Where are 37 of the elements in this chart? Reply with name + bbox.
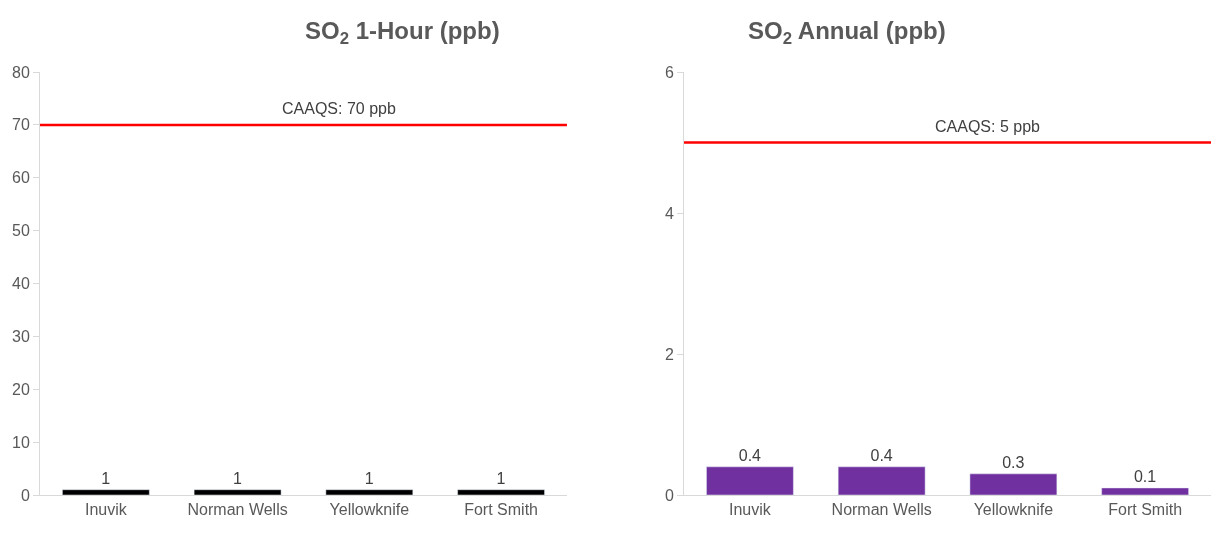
x-tick-label: Norman Wells (831, 501, 932, 519)
bar (706, 466, 794, 495)
data-label: 1 (101, 469, 111, 487)
x-tick-label: Yellowknife (329, 501, 410, 519)
chart-title: SO$_{2}$ 1-Hour (ppb) (305, 17, 500, 49)
y-tick-label: 60 (12, 169, 30, 187)
x-tick-label: Inuvik (729, 501, 772, 519)
data-label: 0.4 (870, 446, 893, 464)
y-tick-label: 10 (12, 433, 30, 451)
x-tick-label: Norman Wells (187, 501, 288, 519)
x-tick-label: Fort Smith (464, 501, 538, 519)
data-label: 1 (496, 469, 506, 487)
x-tick-label: Fort Smith (1108, 501, 1183, 519)
ref-line-label: CAAQS: 5 ppb (935, 118, 1041, 135)
data-label: 0.1 (1133, 467, 1157, 485)
data-label: 1 (233, 469, 243, 487)
y-tick-label: 80 (12, 63, 30, 81)
y-tick-label: 2 (664, 345, 674, 363)
y-tick-label: 70 (12, 116, 30, 134)
chart-title: SO$_{2}$ Annual (ppb) (748, 17, 946, 49)
y-tick-label: 4 (664, 204, 674, 222)
y-tick-label: 0 (664, 486, 674, 504)
x-tick-label: Yellowknife (973, 501, 1054, 519)
y-tick-label: 6 (664, 63, 674, 81)
data-label: 1 (364, 469, 374, 487)
y-tick-label: 30 (12, 327, 30, 345)
y-tick-label: 20 (12, 380, 30, 398)
y-tick-label: 0 (20, 486, 30, 504)
bar (969, 473, 1058, 495)
y-tick-label: 40 (12, 275, 30, 293)
y-tick-label: 50 (12, 222, 30, 240)
x-tick-label: Inuvik (84, 501, 128, 519)
ref-line-label: CAAQS: 70 ppb (282, 100, 396, 117)
bar (1101, 487, 1189, 495)
data-label: 0.3 (1002, 453, 1025, 471)
bar (837, 466, 926, 495)
data-label: 0.4 (738, 446, 762, 464)
